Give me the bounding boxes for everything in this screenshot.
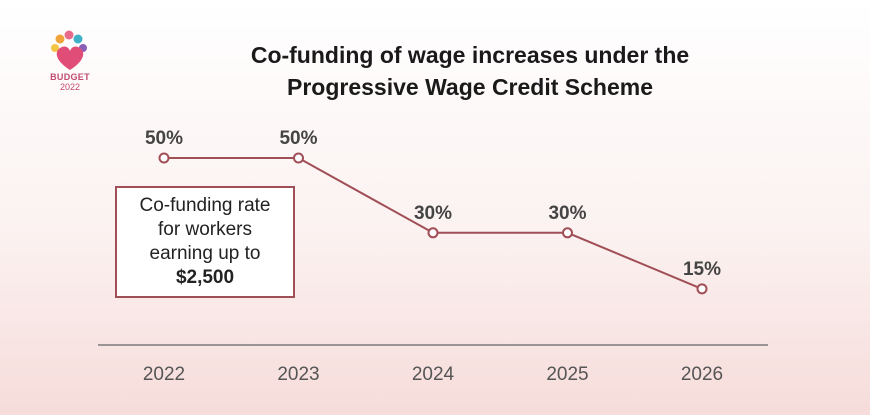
data-label: 30% xyxy=(548,203,586,224)
x-tick-label: 2026 xyxy=(681,364,723,385)
x-tick-label: 2025 xyxy=(546,364,588,385)
data-point xyxy=(427,227,439,239)
x-tick-label: 2024 xyxy=(412,364,455,385)
annotation-line-1: Co-funding rate xyxy=(139,195,271,216)
data-point xyxy=(562,227,573,239)
chart-title-line-1: Co-funding of wage increases under the xyxy=(250,42,690,68)
annotation-line-2: for workers xyxy=(158,219,252,240)
data-point xyxy=(158,152,170,164)
data-point xyxy=(696,283,708,295)
x-tick-label: 2022 xyxy=(143,364,185,385)
chart-title-line-2: Progressive Wage Credit Scheme xyxy=(286,74,653,100)
budget-logo: BUDGET 2022 xyxy=(40,30,100,92)
logo-year: 2022 xyxy=(59,82,81,92)
data-label: 15% xyxy=(683,259,721,280)
annotation-line-3: earning up to xyxy=(149,243,261,264)
x-tick-label: 2023 xyxy=(277,364,319,385)
budget-logo-icon xyxy=(51,30,87,70)
annotation-emphasis: $2,500 xyxy=(175,267,235,288)
annotation-box: Co-funding rate for workers earning up t… xyxy=(115,186,295,298)
data-label: 30% xyxy=(414,203,452,224)
logo-text: BUDGET xyxy=(50,72,90,82)
data-label: 50% xyxy=(279,128,317,149)
data-label: 50% xyxy=(145,128,183,149)
data-point xyxy=(293,152,304,164)
